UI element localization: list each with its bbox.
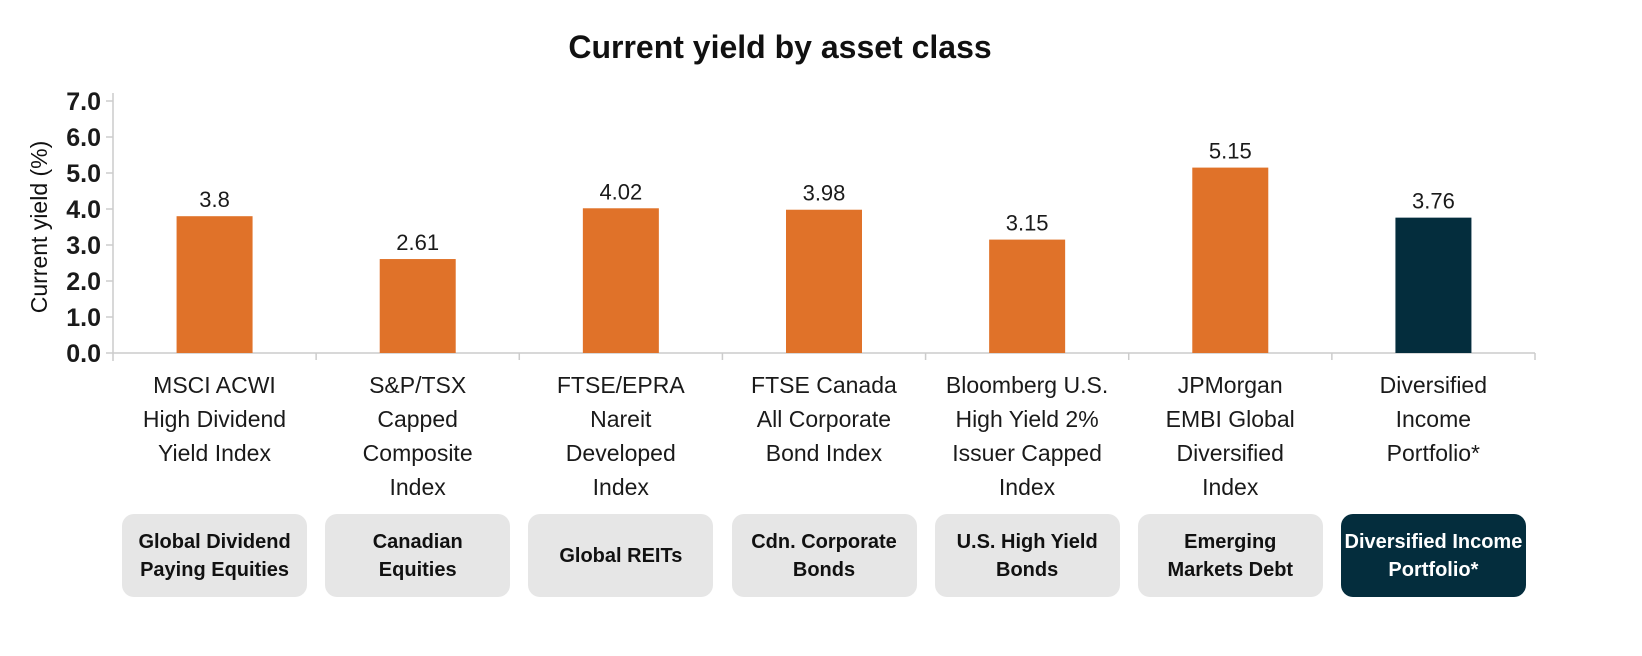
- chart-title: Current yield by asset class: [568, 29, 991, 65]
- bar: [1395, 217, 1472, 353]
- bar: [379, 259, 456, 353]
- bar: [786, 209, 862, 353]
- asset-class-badge: Cdn. Corporate Bonds: [731, 514, 917, 597]
- asset-class-badge: Emerging Markets Debt: [1137, 514, 1323, 597]
- x-tick-label: S&P/TSX Capped Composite Index: [362, 372, 473, 500]
- data-label: 2.61: [396, 230, 439, 255]
- y-tick-label: 5.0: [66, 160, 101, 188]
- asset-class-badge: Global Dividend Paying Equities: [122, 514, 308, 597]
- y-tick-label: 7.0: [66, 88, 101, 116]
- x-tick-label: MSCI ACWI High Dividend Yield Index: [142, 372, 287, 466]
- x-tick-label: FTSE Canada All Corporate Bond Index: [751, 372, 897, 466]
- bar: [1192, 167, 1269, 353]
- y-tick-label: 0.0: [66, 340, 101, 368]
- data-label: 3.76: [1412, 189, 1455, 214]
- y-tick-label: 2.0: [66, 268, 101, 296]
- asset-class-badge: Global REITs: [528, 514, 714, 597]
- data-label: 3.15: [1006, 211, 1049, 236]
- y-axis-label: Current yield (%): [26, 141, 52, 314]
- data-label: 3.8: [199, 187, 230, 212]
- x-tick-label: JPMorgan EMBI Global Diversified Index: [1165, 372, 1295, 500]
- data-label: 3.98: [803, 181, 846, 206]
- asset-class-badge: Diversified Income Portfolio*: [1340, 514, 1526, 597]
- data-label: 4.02: [599, 179, 642, 204]
- y-tick-label: 1.0: [66, 304, 101, 332]
- x-tick-label: Diversified Income Portfolio*: [1379, 372, 1488, 466]
- asset-class-badge: Canadian Equities: [325, 514, 511, 597]
- asset-class-badge: U.S. High Yield Bonds: [934, 514, 1120, 597]
- x-tick-label: Bloomberg U.S. High Yield 2% Issuer Capp…: [945, 372, 1109, 500]
- y-tick-label: 6.0: [66, 124, 101, 152]
- bar: [582, 208, 659, 353]
- data-label: 5.15: [1209, 139, 1252, 164]
- bar: [176, 216, 253, 353]
- bar: [989, 239, 1066, 353]
- y-tick-label: 3.0: [66, 232, 101, 260]
- y-tick-label: 4.0: [66, 196, 101, 224]
- x-tick-label: FTSE/EPRA Nareit Developed Index: [556, 372, 685, 500]
